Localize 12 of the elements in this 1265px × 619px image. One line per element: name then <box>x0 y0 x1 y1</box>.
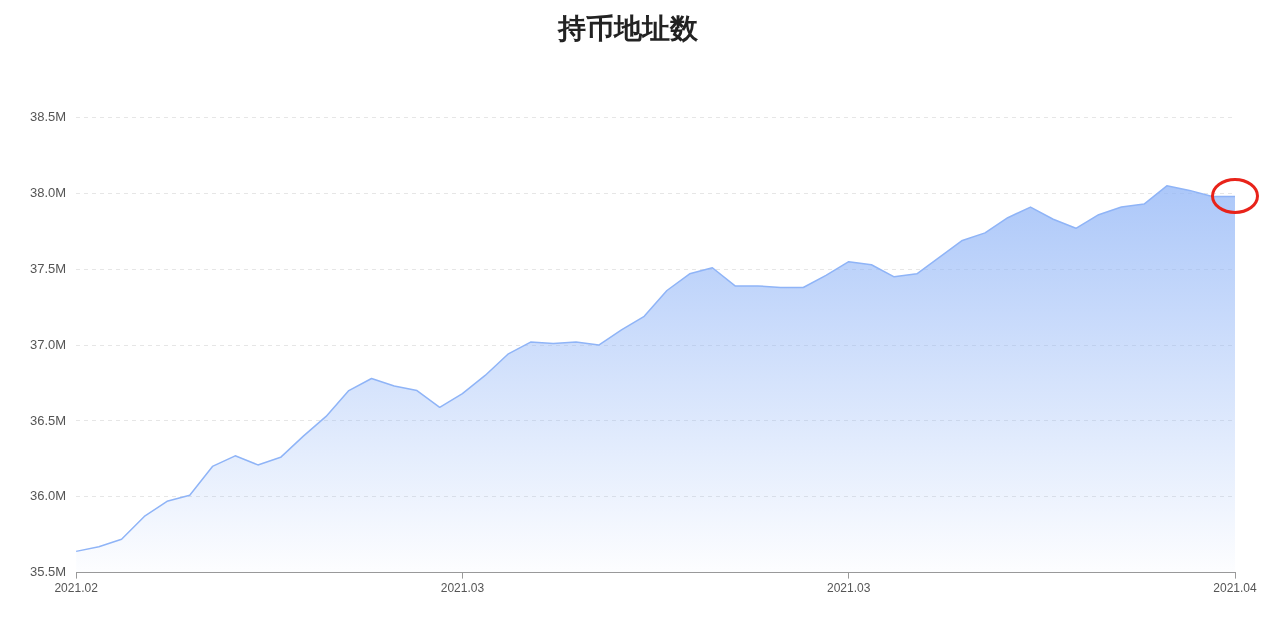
y-tick-label: 38.0M <box>29 185 67 201</box>
y-tick-label: 37.5M <box>29 260 67 276</box>
y-tick-label: 37.0M <box>29 336 67 352</box>
y-tick-label: 35.5M <box>29 564 67 580</box>
x-tick-label: 2021.03 <box>440 581 485 596</box>
x-tick-label: 2021.04 <box>1213 581 1258 596</box>
y-tick-label: 36.5M <box>29 412 67 428</box>
y-tick-label: 36.0M <box>29 488 67 504</box>
x-tick-label: 2021.03 <box>827 581 871 596</box>
y-tick-label: 38.5M <box>29 109 67 125</box>
chart-title: 持币地址数 <box>556 12 699 46</box>
x-tick-label: 2021.02 <box>54 581 99 596</box>
